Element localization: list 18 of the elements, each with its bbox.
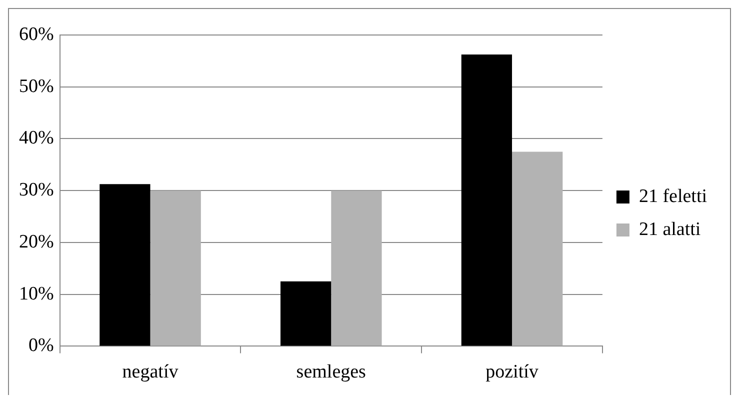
y-tick-label: 60%	[19, 24, 54, 45]
legend-label: 21 alatti	[638, 218, 701, 240]
y-tick-label: 30%	[19, 180, 54, 201]
x-tick-label: negatív	[122, 362, 179, 383]
x-tick-label: pozitív	[486, 362, 539, 383]
legend-label: 21 feletti	[638, 186, 708, 207]
bar	[150, 190, 201, 346]
bar	[100, 184, 150, 346]
bar	[461, 54, 512, 346]
bar	[280, 281, 332, 346]
y-tick-label: 20%	[19, 231, 54, 252]
bar	[331, 190, 382, 346]
y-tick-label: 40%	[19, 128, 54, 149]
y-tick-label: 0%	[28, 335, 54, 356]
x-tick-label: semleges	[296, 362, 366, 383]
bar	[512, 152, 563, 346]
y-tick-label: 10%	[19, 283, 54, 304]
y-tick-label: 50%	[19, 76, 54, 97]
